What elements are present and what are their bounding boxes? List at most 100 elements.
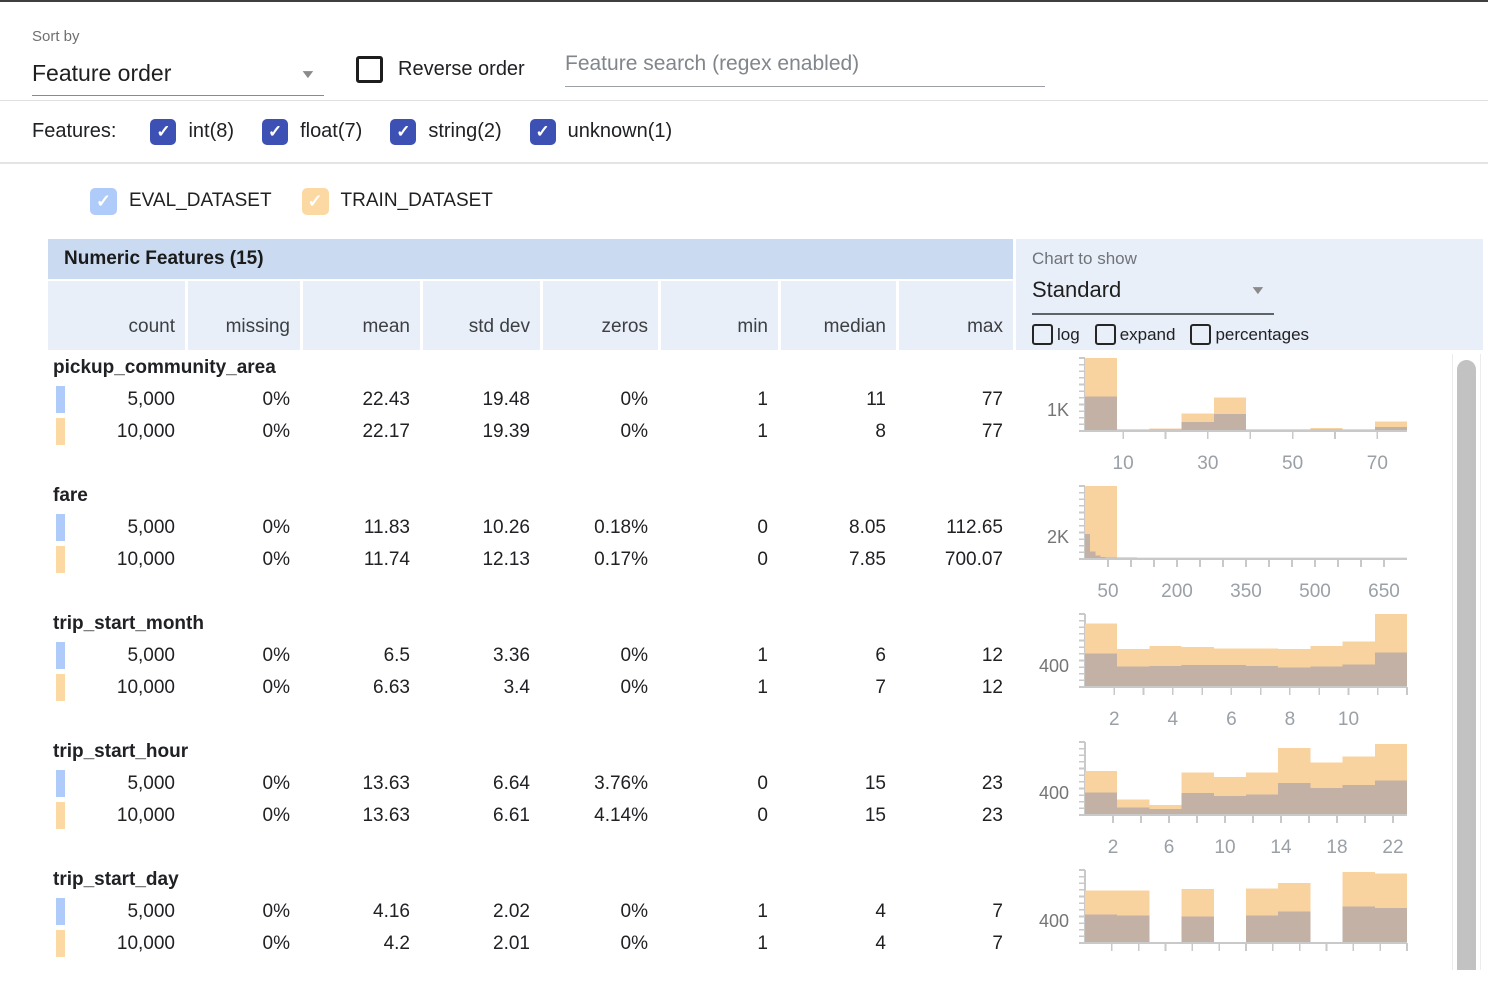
y-axis-label: 400 (1038, 783, 1069, 804)
stat-value: 22.43 (362, 389, 410, 410)
svg-text:50: 50 (1097, 581, 1118, 602)
feature-row-fare: fare 5,000 0% 11.83 10.26 0.18% 0 8.05 112.65 10,… (48, 480, 1483, 608)
stat-value: 10,000 (116, 677, 175, 698)
svg-text:4: 4 (1168, 709, 1179, 730)
stat-missing: 0% (185, 645, 300, 667)
feature-name: trip_start_day (53, 869, 179, 890)
dataset-toggle-train_dataset[interactable]: ✓ TRAIN_DATASET (301, 187, 493, 215)
checkbox-unchecked-icon (1094, 324, 1116, 345)
stat-value: 6.64 (493, 773, 530, 794)
stat-value: 5,000 (127, 645, 175, 666)
chart-option-log[interactable]: log (1032, 324, 1080, 345)
sort-by-select[interactable]: Feature order ▼ (32, 52, 324, 96)
stat-value: 0% (262, 517, 290, 538)
stat-value: 0% (262, 389, 290, 410)
feature-row-trip_start_hour: trip_start_hour 5,000 0% 13.63 6.64 3.76% 0 15 2… (48, 736, 1483, 864)
stat-min: 1 (658, 389, 778, 411)
stat-value: 112.65 (946, 517, 1003, 538)
stat-count: 10,000 (48, 418, 185, 445)
stat-median: 4 (778, 933, 896, 955)
stat-value: 6.63 (373, 677, 410, 698)
eval-stats-row: 5,000 0% 6.5 3.36 0% 1 6 12 (48, 640, 1483, 672)
svg-text:6: 6 (1164, 837, 1175, 858)
svg-text:2: 2 (1108, 837, 1119, 858)
svg-text:200: 200 (1161, 581, 1193, 602)
stat-value: 0% (620, 645, 648, 666)
stat-value: 0.18% (594, 517, 648, 538)
stat-value: 2.01 (493, 933, 530, 954)
stat-min: 0 (658, 549, 778, 571)
stat-zeros: 0% (540, 389, 658, 411)
checkbox-checked-icon: ✓ (301, 187, 329, 215)
type-filter-float[interactable]: ✓ float(7) (262, 118, 363, 145)
stat-value: 0% (262, 645, 290, 666)
stat-value: 3.76% (594, 773, 648, 794)
chart-option-expand[interactable]: expand (1094, 324, 1175, 345)
stat-count: 10,000 (48, 802, 185, 829)
stat-value: 7 (992, 901, 1003, 922)
column-header-mean: mean (300, 281, 420, 350)
stat-missing: 0% (185, 805, 300, 827)
reverse-order-checkbox[interactable]: Reverse order (356, 56, 525, 83)
stat-zeros: 0% (540, 933, 658, 955)
stat-value: 0% (262, 933, 290, 954)
stat-mean: 11.83 (300, 517, 420, 539)
stat-median: 11 (778, 389, 896, 411)
stat-value: 22.17 (362, 421, 410, 442)
stat-value: 23 (981, 773, 1003, 794)
stat-missing: 0% (185, 517, 300, 539)
stat-missing: 0% (185, 421, 300, 443)
toolbar: Sort by Feature order ▼ Reverse order (0, 2, 1488, 101)
type-filter-unknown[interactable]: ✓ unknown(1) (529, 118, 672, 145)
type-filter-int[interactable]: ✓ int(8) (150, 118, 234, 145)
stat-missing: 0% (185, 933, 300, 955)
stat-value: 0% (262, 805, 290, 826)
train-stats-row: 10,000 0% 11.74 12.13 0.17% 0 7.85 700.07 (48, 544, 1483, 576)
feature-search-input[interactable] (565, 46, 1045, 87)
stat-mean: 13.63 (300, 805, 420, 827)
stat-value: 10,000 (116, 933, 175, 954)
stat-value: 0 (757, 805, 768, 826)
stat-value: 0% (262, 677, 290, 698)
stat-value: 13.63 (362, 805, 410, 826)
histogram-svg: 10 30 50 70 (1079, 357, 1407, 474)
stat-std-dev: 2.01 (420, 933, 540, 955)
y-axis-label: 400 (1038, 656, 1069, 677)
stat-mean: 13.63 (300, 773, 420, 795)
stat-count: 5,000 (48, 770, 185, 797)
stat-value: 0% (262, 901, 290, 922)
type-filter-label: string(2) (428, 120, 502, 142)
stat-value: 6.5 (383, 645, 410, 666)
stat-median: 15 (778, 773, 896, 795)
type-filter-label: float(7) (300, 120, 363, 142)
vertical-scrollbar[interactable] (1452, 354, 1481, 970)
scrollbar-thumb[interactable] (1457, 360, 1476, 970)
feature-name: fare (53, 485, 88, 506)
feature-type-filters: Features: ✓ int(8) ✓ float(7) ✓ string(2) ✓ unk… (0, 101, 1488, 164)
eval-color-indicator (56, 386, 65, 413)
stat-count: 10,000 (48, 930, 185, 957)
feature-rows: pickup_community_area 5,000 0% 22.43 19.48 0%… (48, 352, 1483, 992)
checkbox-checked-icon: ✓ (262, 118, 289, 145)
stat-min: 1 (658, 645, 778, 667)
stat-value: 6.61 (493, 805, 530, 826)
type-filter-string[interactable]: ✓ string(2) (390, 118, 502, 145)
checkbox-unchecked-icon (356, 56, 383, 83)
stat-value: 13.63 (362, 773, 410, 794)
stat-value: 10,000 (116, 421, 175, 442)
dataset-toggle-eval_dataset[interactable]: ✓ EVAL_DATASET (90, 187, 272, 215)
train-color-indicator (56, 546, 65, 573)
y-axis-label: 1K (1046, 400, 1069, 421)
chart-type-select[interactable]: Standard ▼ (1032, 269, 1274, 315)
chevron-down-icon: ▼ (1249, 283, 1267, 297)
checkbox-unchecked-icon (1190, 324, 1212, 345)
feature-name: trip_start_hour (53, 741, 189, 762)
chart-option-percentages[interactable]: percentages (1190, 324, 1309, 345)
stat-median: 4 (778, 901, 896, 923)
feature-name: pickup_community_area (53, 357, 276, 378)
type-filter-list: ✓ int(8) ✓ float(7) ✓ string(2) ✓ unknown(1) (150, 118, 700, 145)
eval-stats-row: 5,000 0% 4.16 2.02 0% 1 4 7 (48, 896, 1483, 928)
train-stats-row: 10,000 0% 22.17 19.39 0% 1 8 77 (48, 416, 1483, 448)
eval-color-indicator (56, 514, 65, 541)
stat-value: 10.26 (482, 517, 530, 538)
